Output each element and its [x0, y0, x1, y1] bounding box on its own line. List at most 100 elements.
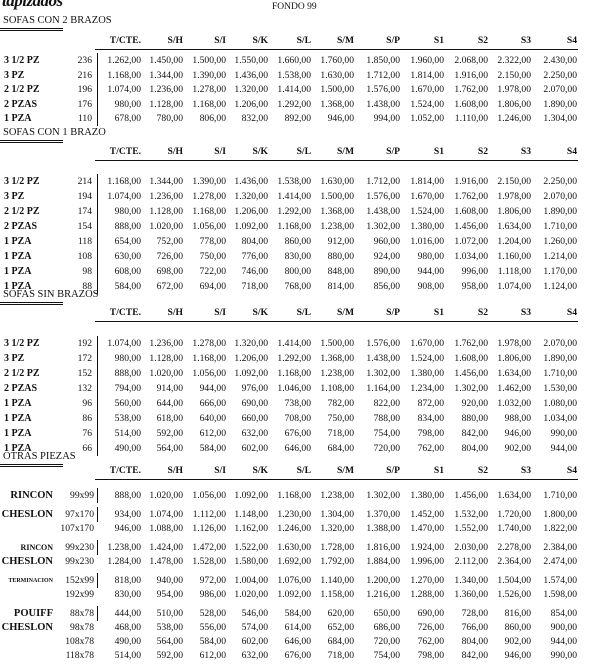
table-row: 2 PZAS 132 794,00 914,00 944,00 976,00 1.046,0… — [0, 382, 604, 396]
price-cell: 726,00 — [417, 622, 444, 633]
price-cell: 1.164,00 — [366, 383, 400, 394]
price-cell: 538,00 — [114, 413, 141, 424]
section-underline — [0, 28, 63, 31]
price-cell: 946,00 — [504, 428, 531, 439]
price-cell: 1.206,00 — [234, 206, 268, 217]
price-cell: 1.710,00 — [543, 221, 577, 232]
price-cell: 620,00 — [327, 608, 354, 619]
price-cell: 860,00 — [284, 236, 311, 247]
price-cell: 1.670,00 — [410, 84, 444, 95]
price-cell: 1.076,00 — [277, 575, 311, 586]
column-header-row: T/CTE. S/H S/I S/K S/L S/M S/P S1 S2 S3 S4 — [0, 34, 604, 48]
row-width: 98 — [82, 266, 92, 277]
price-cell: 1.214,00 — [543, 251, 577, 262]
price-cell: 1.160,00 — [497, 251, 531, 262]
price-cell: 1.236,00 — [149, 84, 183, 95]
column-header: S/M — [336, 307, 354, 318]
row-label: 2 1/2 PZ — [4, 206, 40, 217]
price-cell: 1.292,00 — [277, 206, 311, 217]
price-cell: 940,00 — [156, 575, 183, 586]
table-row: 1 PZA 66 490,00 564,00 584,00 602,00 646,00 684… — [0, 442, 604, 456]
price-cell: 1.850,00 — [366, 55, 400, 66]
price-cell: 798,00 — [417, 428, 444, 439]
price-cell: 2.322,00 — [497, 55, 531, 66]
table-row: 1 PZA 88 584,00 672,00 694,00 718,00 768,00 814… — [0, 280, 604, 294]
price-cell: 652,00 — [327, 622, 354, 633]
column-header: S2 — [477, 146, 488, 157]
column-header: S/I — [214, 146, 226, 157]
price-cell: 1.814,00 — [410, 69, 444, 81]
row-label: 1 PZA — [4, 443, 32, 454]
price-cell: 1.524,00 — [410, 98, 444, 110]
price-cell: 902,00 — [504, 443, 531, 454]
price-cell: 1.660,00 — [277, 55, 311, 66]
price-cell: 830,00 — [114, 589, 141, 600]
price-cell: 1.110,00 — [454, 113, 488, 124]
row-label: 1 PZA — [4, 266, 32, 277]
price-cell: 1.262,00 — [107, 55, 141, 66]
table-row: POUIFF 88x78 444,00 510,00 528,00 546,00 584,0… — [0, 607, 604, 621]
price-cell: 1.978,00 — [497, 338, 531, 349]
price-cell: 856,00 — [373, 281, 400, 292]
price-cell: 1.168,00 — [107, 176, 141, 187]
row-width: 216 — [77, 69, 92, 81]
price-cell: 564,00 — [156, 443, 183, 454]
price-cell: 2.278,00 — [497, 542, 531, 553]
row-width: 214 — [77, 176, 92, 187]
price-cell: 912,00 — [327, 236, 354, 247]
price-cell: 602,00 — [241, 443, 268, 454]
price-cell: 1.436,00 — [234, 176, 268, 187]
price-cell: 1.004,00 — [234, 575, 268, 586]
table-row: 2 PZAS 176 980,00 1.128,00 1.168,00 1.206,00 1… — [0, 98, 604, 112]
price-cell: 1.576,00 — [366, 191, 400, 202]
section-underline — [0, 140, 63, 143]
price-cell: 1.608,00 — [454, 353, 488, 364]
price-cell: 1.822,00 — [543, 523, 577, 534]
price-cell: 1.916,00 — [454, 176, 488, 187]
price-cell: 2.250,00 — [543, 69, 577, 81]
price-cell: 788,00 — [373, 413, 400, 424]
table-row: 3 1/2 PZ 192 1.074,00 1.236,00 1.278,00 1.320… — [0, 337, 604, 351]
row-width: 192 — [77, 338, 92, 349]
price-cell: 972,00 — [199, 575, 226, 586]
row-dimensions: 99x99 — [70, 490, 94, 501]
row-width: 236 — [77, 55, 92, 66]
column-header: T/CTE. — [109, 146, 141, 157]
price-cell: 1.032,00 — [497, 398, 531, 409]
price-cell: 1.092,00 — [277, 589, 311, 600]
price-cell: 1.088,00 — [149, 523, 183, 534]
column-header: S1 — [433, 465, 444, 476]
price-cell: 752,00 — [156, 236, 183, 247]
price-cell: 750,00 — [327, 413, 354, 424]
price-cell: 1.380,00 — [410, 368, 444, 379]
price-cell: 1.760,00 — [320, 55, 354, 66]
price-cell: 1.996,00 — [410, 556, 444, 567]
price-cell: 1.368,00 — [320, 206, 354, 217]
price-cell: 1.478,00 — [149, 556, 183, 567]
table-row: 2 1/2 PZ 174 980,00 1.128,00 1.168,00 1.206,0… — [0, 205, 604, 219]
price-cell: 1.762,00 — [454, 191, 488, 202]
price-cell: 1.720,00 — [497, 509, 531, 520]
price-cell: 900,00 — [550, 622, 577, 633]
price-cell: 1.634,00 — [497, 490, 531, 501]
price-cell: 1.608,00 — [454, 98, 488, 110]
price-cell: 1.916,00 — [454, 69, 488, 81]
price-cell: 1.112,00 — [192, 509, 226, 520]
price-cell: 1.710,00 — [543, 490, 577, 501]
price-cell: 1.538,00 — [277, 176, 311, 187]
price-cell: 1.074,00 — [107, 191, 141, 202]
table-row: CHESLON 98x78 468,00 538,00 556,00 574,00 614,… — [0, 621, 604, 635]
price-cell: 908,00 — [417, 281, 444, 292]
price-cell: 1.500,00 — [320, 84, 354, 95]
price-cell: 1.800,00 — [543, 509, 577, 520]
price-cell: 1.438,00 — [366, 98, 400, 110]
price-cell: 612,00 — [199, 650, 226, 661]
price-cell: 444,00 — [114, 608, 141, 619]
price-cell: 754,00 — [373, 428, 400, 439]
price-cell: 1.074,00 — [107, 338, 141, 349]
price-cell: 1.580,00 — [234, 556, 268, 567]
price-cell: 584,00 — [199, 443, 226, 454]
price-cell: 1.046,00 — [277, 383, 311, 394]
price-cell: 1.238,00 — [320, 368, 354, 379]
price-cell: 1.206,00 — [234, 353, 268, 364]
